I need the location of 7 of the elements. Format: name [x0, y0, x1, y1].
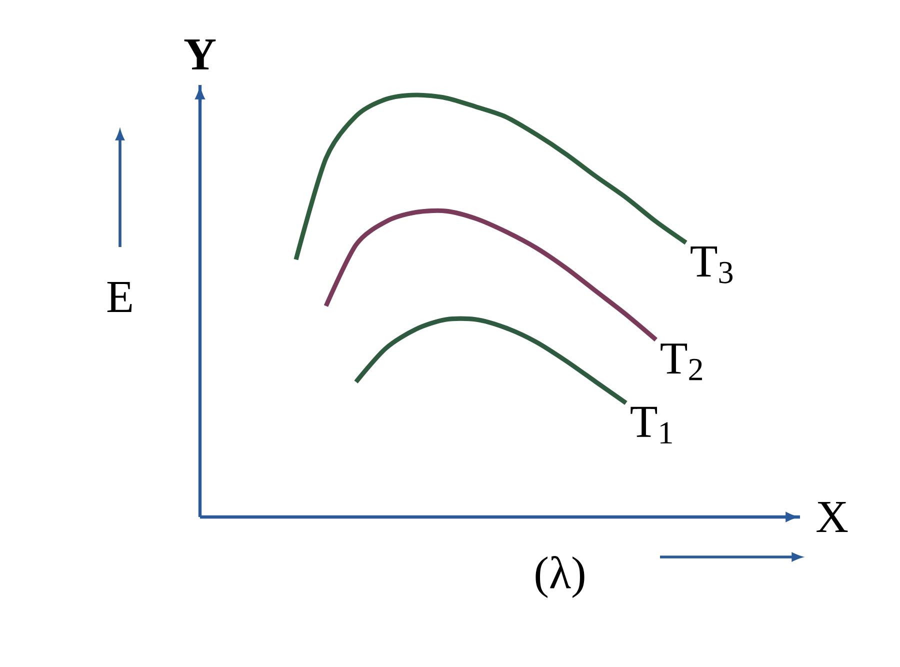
y-axis-title: E	[107, 282, 132, 312]
series-label: T$_{2}$	[660, 344, 702, 380]
text: Y	[184, 39, 216, 70]
text: X	[816, 502, 848, 532]
series-label: T$_{3}$	[690, 246, 733, 284]
series-label: T$_{1}$	[630, 406, 672, 444]
x-axis-title: (λ)	[536, 556, 584, 598]
